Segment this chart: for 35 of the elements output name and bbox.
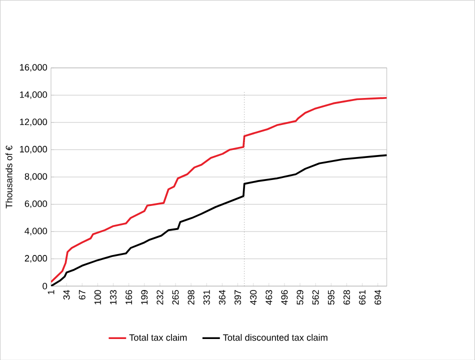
y-tick-label: 4,000 [24, 228, 48, 236]
x-tick-label: 67 [78, 290, 86, 300]
y-axis-title: Thousands of € [6, 145, 12, 208]
x-tick-label: 166 [126, 290, 132, 304]
x-tick-label: 496 [281, 290, 288, 305]
x-tick-label: 529 [296, 290, 304, 305]
x-tick-label: 463 [266, 290, 272, 305]
x-tick-label: 199 [141, 290, 148, 304]
x-tick-label: 397 [234, 290, 242, 305]
x-tick-label: 562 [312, 290, 319, 305]
y-tick-label: 2,000 [24, 254, 48, 262]
x-tick-label: 595 [328, 290, 334, 305]
legend-label: Total discounted tax claim [223, 334, 328, 341]
y-tick-label: 8,000 [24, 173, 48, 181]
y-tick-label: 16,000 [20, 64, 48, 72]
x-tick-label: 298 [188, 290, 194, 304]
y-tick-label: 6,000 [24, 200, 48, 208]
y-tick-label: 14,000 [20, 91, 48, 99]
x-tick-label: 34 [63, 290, 70, 300]
y-tick-label: 12,000 [20, 118, 48, 126]
x-tick-label: 1 [48, 290, 54, 294]
x-tick-label: 430 [250, 290, 257, 305]
x-tick-label: 331 [203, 290, 210, 305]
legend-label: Total tax claim [129, 334, 187, 341]
x-tick-label: 628 [343, 290, 350, 304]
x-tick-label: 265 [172, 290, 179, 304]
x-tick-label: 694 [374, 290, 382, 304]
x-tick-label: 232 [156, 290, 164, 304]
line-series [51, 96, 387, 283]
x-tick-label: 364 [218, 290, 226, 305]
y-tick-label: 10,000 [20, 146, 48, 154]
x-tick-label: 661 [359, 290, 366, 304]
y-tick-label: 0 [42, 282, 48, 290]
x-tick-label: 133 [110, 290, 117, 304]
x-tick-label: 100 [94, 290, 101, 304]
